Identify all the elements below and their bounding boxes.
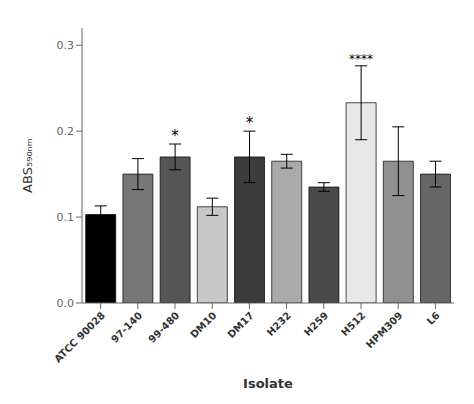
svg-text:H232: H232 — [265, 310, 293, 338]
svg-text:DM10: DM10 — [188, 310, 219, 341]
svg-text:****: **** — [349, 52, 373, 66]
svg-text:DM17: DM17 — [225, 310, 256, 341]
svg-text:H512: H512 — [339, 310, 367, 338]
svg-text:H259: H259 — [302, 310, 330, 338]
svg-text:HPM309: HPM309 — [364, 310, 405, 351]
svg-text:*: * — [246, 114, 254, 132]
svg-text:0.2: 0.2 — [57, 125, 75, 138]
svg-text:L6: L6 — [425, 310, 442, 327]
svg-text:Isolate: Isolate — [243, 376, 293, 391]
svg-text:ABS₅₉₀ₙₘ: ABS₅₉₀ₙₘ — [20, 138, 35, 193]
svg-text:0.3: 0.3 — [57, 39, 75, 52]
svg-text:99-480: 99-480 — [146, 310, 181, 345]
svg-text:ATCC 90028: ATCC 90028 — [52, 310, 107, 365]
svg-text:0.0: 0.0 — [57, 297, 75, 310]
svg-text:*: * — [171, 127, 179, 145]
svg-text:97-140: 97-140 — [109, 310, 144, 345]
svg-text:0.1: 0.1 — [57, 211, 75, 224]
